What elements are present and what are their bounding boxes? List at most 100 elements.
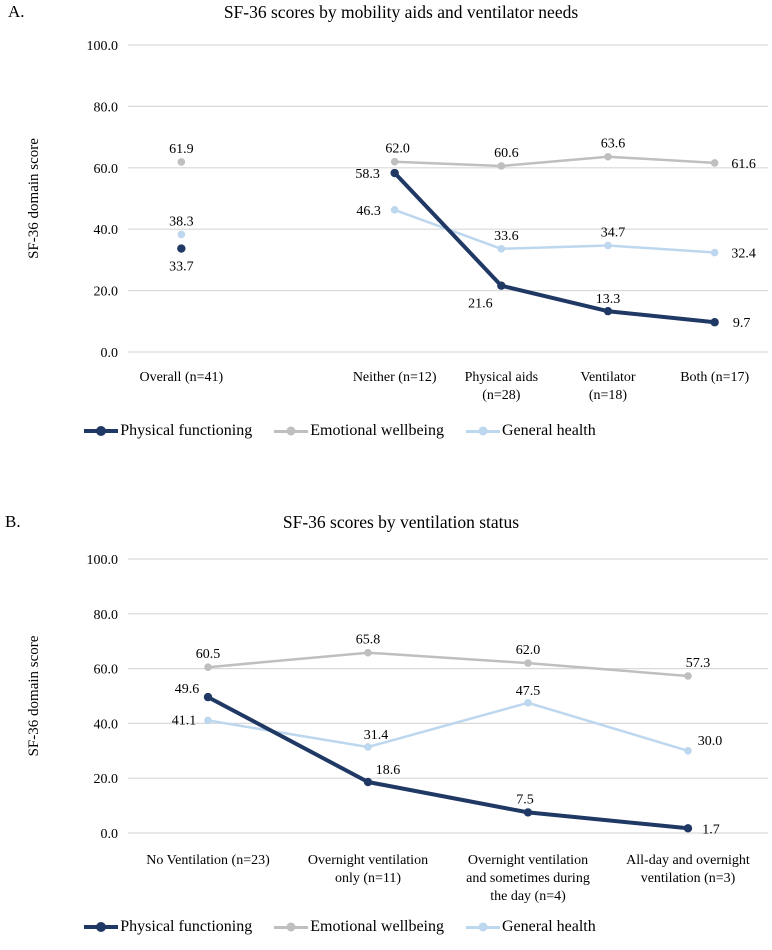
data-label: 49.6 [175,682,200,697]
general-health-point-marker [710,248,719,257]
y-tick-label: 100.0 [87,39,119,54]
physical-functioning-point-marker [363,777,373,787]
emotional-wellbeing-point-marker [684,672,692,680]
y-axis-title: SF-36 domain score [26,635,42,756]
y-tick-label: 40.0 [94,717,119,732]
legend-item-emotional-wellbeing: Emotional wellbeing [274,918,444,936]
legend-label: Physical functioning [120,422,253,439]
physical-functioning-line [206,695,690,831]
panel-a-chart-title: SF-36 scores by mobility aids and ventil… [223,2,579,22]
physical-functioning-point-marker [390,168,399,178]
general-health-line [393,208,716,254]
physical-functioning-point-marker [603,306,613,316]
dot-icon [96,922,107,932]
panel-a-line-chart: 0.0 20.0 40.0 60.0 80.0 100.0 SF-36 domain sco… [26,39,768,403]
data-label: 63.6 [601,137,626,152]
y-tick-label: 20.0 [94,285,119,300]
y-tick-label: 40.0 [94,223,119,238]
x-category-label: Physical aids (n=28) [465,370,539,403]
dot-icon [478,426,488,436]
y-axis-title: SF-36 domain score [26,138,42,259]
legend-item-physical-functioning: Physical functioning [84,422,252,440]
x-category-label: Ventilator (n=18) [580,370,636,403]
general-health-line [206,701,690,753]
y-tick-label: 0.0 [101,346,119,361]
emotional-wellbeing-point-marker [710,159,719,167]
data-label: 61.9 [169,142,194,157]
legend-item-general-health: General health [466,918,596,936]
panel-a-legend: Physical functioning Emotional wellbeing… [0,422,680,440]
physical-functioning-point-marker [683,824,693,833]
general-health-point-marker [604,241,612,250]
data-label: 34.7 [601,225,626,240]
data-label: 58.3 [355,167,380,182]
line-dot-marker-icon [466,426,500,436]
data-label: 18.6 [376,763,401,778]
data-label: 31.4 [364,728,389,743]
y-tick-label: 60.0 [94,162,119,177]
emotional-wellbeing-point-marker [204,663,212,672]
panel-b: B. SF-36 scores by ventilation status 0.… [0,480,772,950]
data-label: 38.3 [169,214,194,229]
line-dot-marker-icon [466,922,500,932]
x-category-label: Both (n=17) [680,370,749,385]
general-health-point-marker [684,747,692,755]
emotional-wellbeing-point-marker [364,648,372,657]
data-label: 7.5 [516,792,534,807]
emotional-wellbeing-point-marker [524,659,532,667]
y-tick-label: 100.0 [87,553,119,568]
dot-icon [478,922,488,932]
legend-label: Physical functioning [120,918,253,935]
general-health-point-marker [204,716,212,725]
data-label: 32.4 [731,247,756,262]
legend-label: General health [502,422,596,439]
x-category-label: Overnight ventilation only (n=11) [308,853,428,886]
data-label: 60.6 [494,146,519,161]
legend-label: Emotional wellbeing [310,422,444,439]
data-label: 60.5 [196,647,221,662]
data-label: 30.0 [698,734,723,749]
data-label: 33.7 [169,260,194,275]
dot-icon [286,922,296,932]
dot-icon [96,426,107,436]
legend-item-physical-functioning: Physical functioning [84,918,252,936]
y-tick-label: 80.0 [94,608,119,623]
panel-b-legend: Physical functioning Emotional wellbeing… [0,918,680,936]
x-category-label: Overnight ventilation and sometimes durin… [466,853,590,904]
panel-b-line-chart: 0.0 20.0 40.0 60.0 80.0 100.0 SF-36 domain sco… [26,553,768,904]
data-label: 41.1 [172,713,197,728]
data-label: 46.3 [356,204,381,219]
data-label: 33.6 [494,229,519,244]
legend-item-general-health: General health [466,422,596,440]
x-category-label: Overall (n=41) [139,370,223,385]
emotional-wellbeing-line [393,155,716,168]
panel-a: A. SF-36 scores by mobility aids and ven… [0,2,768,440]
line-dot-marker-icon [274,922,309,932]
general-health-point-marker [524,699,532,707]
y-tick-label: 80.0 [94,100,119,115]
y-tick-label: 20.0 [94,772,119,787]
data-label: 13.3 [596,292,621,307]
data-label: 57.3 [686,656,711,671]
emotional-wellbeing-line [206,651,690,678]
line-dot-marker-icon [84,922,119,932]
data-label: 9.7 [733,316,751,331]
line-dot-marker-icon [274,426,309,436]
legend-label: General health [502,918,596,935]
emotional-wellbeing-point-marker [177,158,186,166]
line-dot-marker-icon [84,426,119,436]
legend-label: Emotional wellbeing [310,918,444,935]
y-tick-label: 0.0 [101,827,119,842]
physical-functioning-line [392,171,717,325]
general-health-point-marker [390,206,399,214]
data-label: 47.5 [516,684,541,699]
general-health-point-marker [364,743,372,751]
panel-b-chart-title: SF-36 scores by ventilation status [282,512,520,532]
x-category-label: No Ventilation (n=23) [146,853,270,868]
physical-functioning-point-marker [523,808,533,817]
physical-functioning-point-marker [497,281,506,290]
emotional-wellbeing-point-marker [497,162,506,170]
y-tick-label: 60.0 [94,663,119,678]
data-label: 62.0 [385,142,410,157]
